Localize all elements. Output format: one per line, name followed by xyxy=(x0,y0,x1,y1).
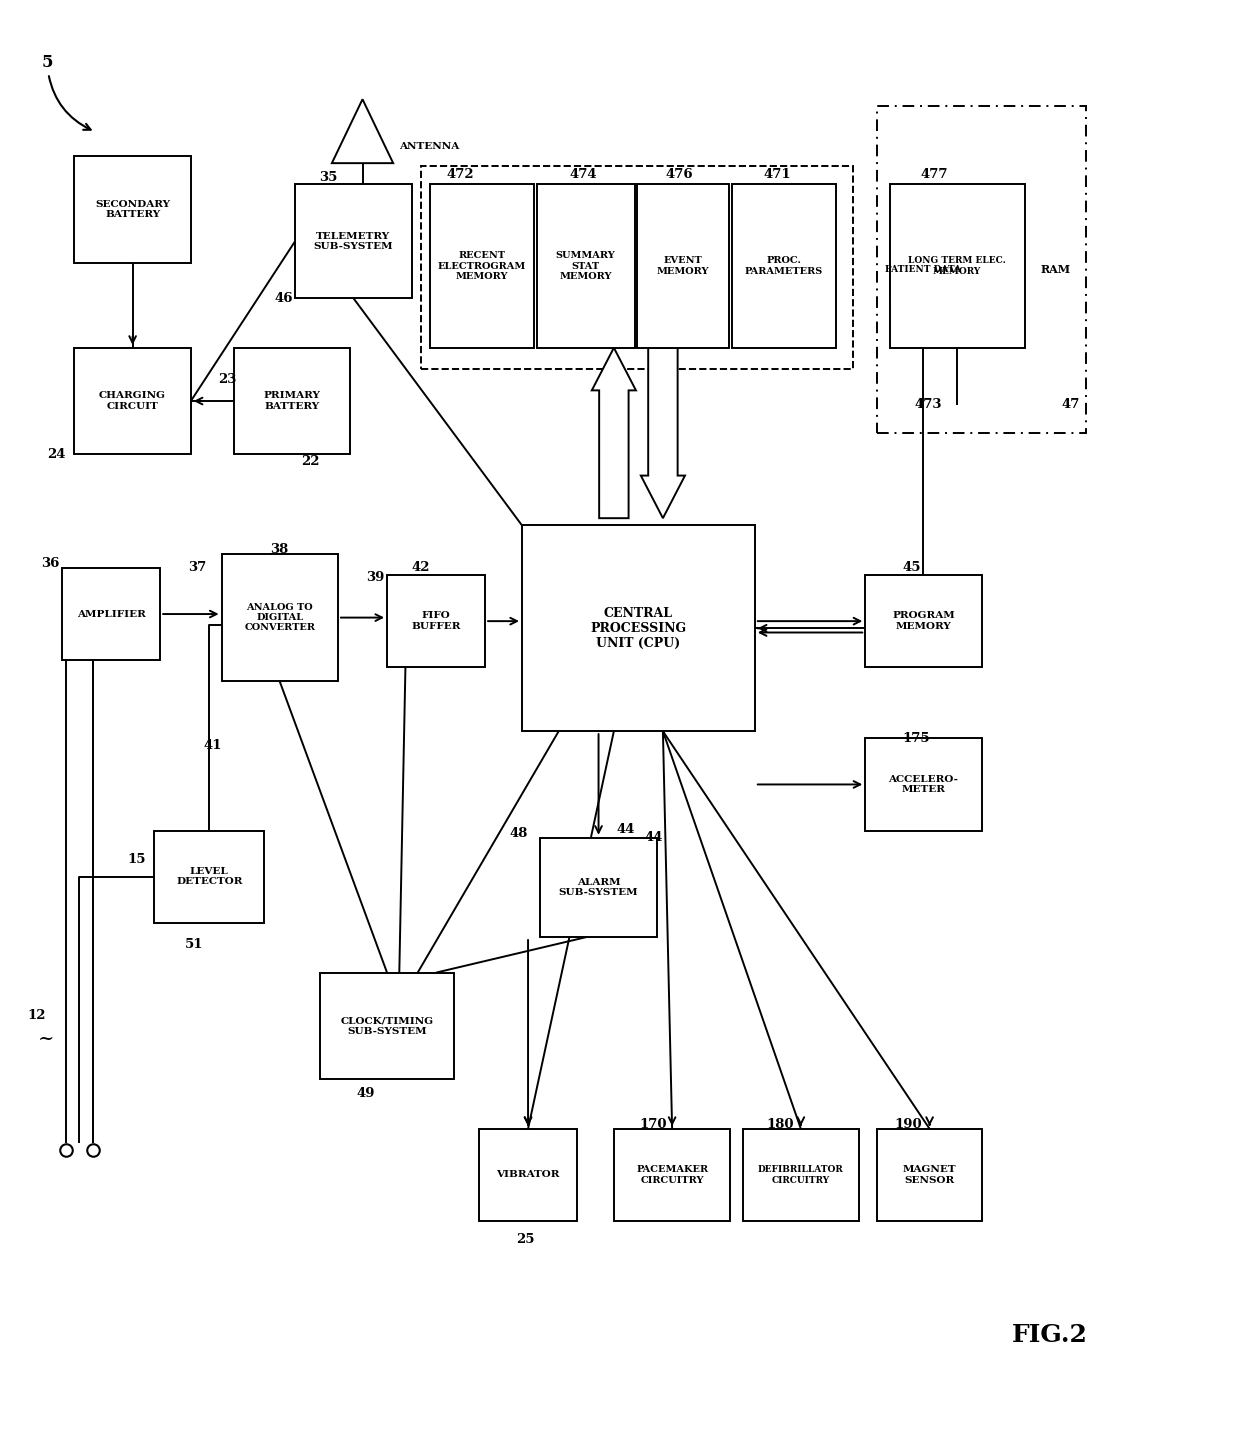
Text: ALARM
SUB-SYSTEM: ALARM SUB-SYSTEM xyxy=(559,878,639,898)
Text: VIBRATOR: VIBRATOR xyxy=(496,1170,559,1180)
Text: 45: 45 xyxy=(901,561,920,575)
Text: CHARGING
CIRCUIT: CHARGING CIRCUIT xyxy=(99,391,166,410)
Text: RAM: RAM xyxy=(1040,264,1070,275)
Text: 15: 15 xyxy=(128,852,145,866)
Bar xyxy=(890,185,1024,348)
Text: 472: 472 xyxy=(446,168,475,181)
Text: CENTRAL
PROCESSING
UNIT (CPU): CENTRAL PROCESSING UNIT (CPU) xyxy=(590,607,687,650)
Text: 12: 12 xyxy=(27,1008,46,1021)
Text: 46: 46 xyxy=(274,291,293,304)
Bar xyxy=(866,575,982,667)
Bar xyxy=(522,525,755,731)
Text: ANALOG TO
DIGITAL
CONVERTER: ANALOG TO DIGITAL CONVERTER xyxy=(244,602,315,632)
Text: ACCELERO-
METER: ACCELERO- METER xyxy=(889,774,959,794)
Text: DEFIBRILLATOR
CIRCUITRY: DEFIBRILLATOR CIRCUITRY xyxy=(758,1166,843,1184)
Bar xyxy=(295,185,412,298)
Text: MAGNET
SENSOR: MAGNET SENSOR xyxy=(903,1166,956,1184)
Text: 474: 474 xyxy=(569,168,596,181)
Text: 35: 35 xyxy=(320,171,339,184)
Bar xyxy=(422,166,853,369)
Text: SUMMARY
STAT
MEMORY: SUMMARY STAT MEMORY xyxy=(556,251,615,281)
Text: 175: 175 xyxy=(901,731,930,744)
Text: 190: 190 xyxy=(894,1119,923,1131)
Bar xyxy=(62,568,160,660)
Text: FIG.2: FIG.2 xyxy=(1012,1322,1089,1347)
Polygon shape xyxy=(591,348,636,518)
Text: 51: 51 xyxy=(185,938,203,951)
Text: AMPLIFIER: AMPLIFIER xyxy=(77,609,145,618)
Bar xyxy=(878,1129,982,1222)
Bar xyxy=(878,106,1086,433)
Text: 476: 476 xyxy=(665,168,693,181)
Bar xyxy=(541,837,657,936)
Bar xyxy=(732,185,836,348)
Bar xyxy=(866,739,982,830)
Bar xyxy=(387,575,485,667)
Text: 38: 38 xyxy=(270,543,289,556)
Text: 180: 180 xyxy=(766,1119,794,1131)
Text: CLOCK/TIMING
SUB-SYSTEM: CLOCK/TIMING SUB-SYSTEM xyxy=(341,1017,434,1035)
Text: ~: ~ xyxy=(37,1030,55,1048)
Text: 37: 37 xyxy=(188,561,207,575)
Text: PRIMARY
BATTERY: PRIMARY BATTERY xyxy=(264,391,320,410)
Text: 5: 5 xyxy=(41,53,91,130)
Text: 36: 36 xyxy=(41,558,60,571)
Bar xyxy=(614,1129,730,1222)
Bar xyxy=(479,1129,577,1222)
Text: 471: 471 xyxy=(763,168,791,181)
Text: FIFO
BUFFER: FIFO BUFFER xyxy=(412,611,461,631)
Text: 22: 22 xyxy=(301,455,320,467)
Text: PROGRAM
MEMORY: PROGRAM MEMORY xyxy=(892,611,955,631)
Polygon shape xyxy=(641,348,684,518)
Text: 39: 39 xyxy=(366,571,384,584)
Text: PROC.
PARAMETERS: PROC. PARAMETERS xyxy=(744,257,823,275)
Text: RECENT
ELECTROGRAM
MEMORY: RECENT ELECTROGRAM MEMORY xyxy=(438,251,526,281)
Text: PACEMAKER
CIRCUITRY: PACEMAKER CIRCUITRY xyxy=(636,1166,708,1184)
Text: 25: 25 xyxy=(516,1233,534,1246)
Text: ANTENNA: ANTENNA xyxy=(399,142,460,151)
Text: 477: 477 xyxy=(920,168,947,181)
Text: EVENT
MEMORY: EVENT MEMORY xyxy=(657,257,709,275)
Bar xyxy=(74,348,191,455)
Bar xyxy=(537,185,635,348)
Text: 49: 49 xyxy=(356,1087,374,1100)
Text: 24: 24 xyxy=(47,447,66,460)
Text: 47: 47 xyxy=(1061,399,1080,412)
Text: 48: 48 xyxy=(510,827,528,840)
Bar xyxy=(637,185,729,348)
Bar xyxy=(320,972,455,1080)
Text: 42: 42 xyxy=(412,561,430,575)
Text: TELEMETRY
SUB-SYSTEM: TELEMETRY SUB-SYSTEM xyxy=(314,231,393,251)
Bar xyxy=(154,830,264,923)
Text: SECONDARY
BATTERY: SECONDARY BATTERY xyxy=(95,199,170,219)
Text: LEVEL
DETECTOR: LEVEL DETECTOR xyxy=(176,868,243,886)
Bar xyxy=(743,1129,859,1222)
Text: 44: 44 xyxy=(616,823,635,836)
Bar xyxy=(890,241,957,298)
Bar xyxy=(74,156,191,262)
Bar xyxy=(222,554,339,681)
Text: 23: 23 xyxy=(218,373,237,386)
Text: LONG TERM ELEC.
MEMORY: LONG TERM ELEC. MEMORY xyxy=(908,257,1006,275)
Bar xyxy=(430,185,534,348)
Text: 473: 473 xyxy=(914,399,941,412)
Text: 44: 44 xyxy=(645,832,663,845)
Bar xyxy=(234,348,350,455)
Text: 170: 170 xyxy=(640,1119,667,1131)
Text: 41: 41 xyxy=(203,739,222,751)
Text: PATIENT DATA: PATIENT DATA xyxy=(885,265,961,274)
